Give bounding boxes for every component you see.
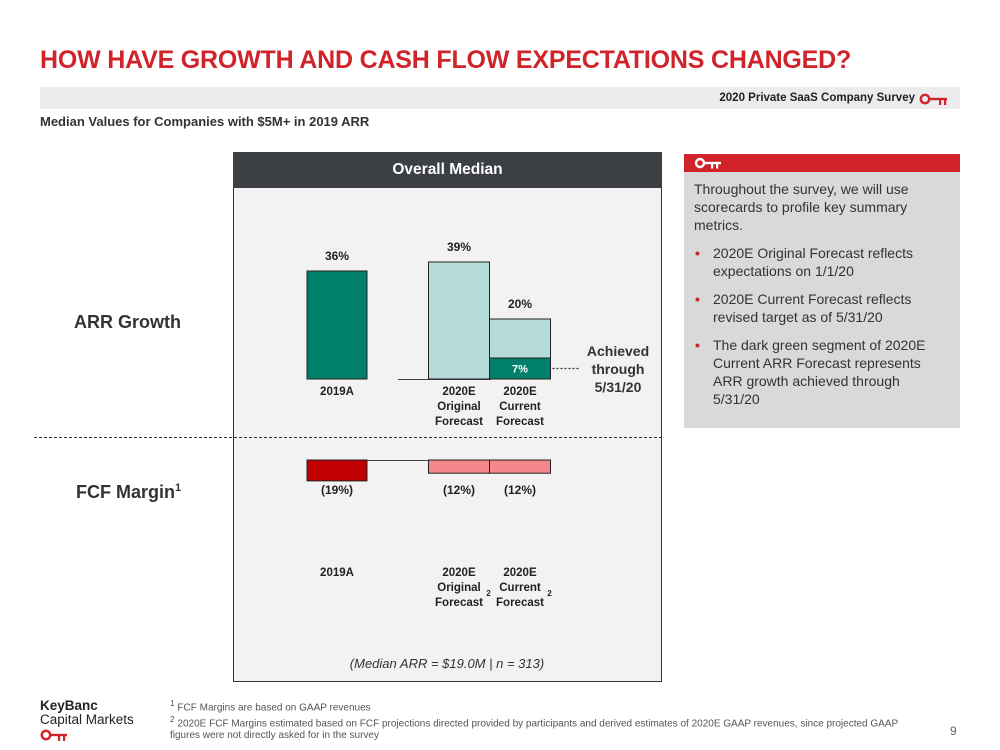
- info-bullet: The dark green segment of 2020E Current …: [694, 336, 950, 408]
- tick-superscript: 2: [486, 589, 491, 598]
- logo-keybanc: KeyBanc: [40, 698, 98, 713]
- achieved-line-1: Achieved: [586, 343, 650, 359]
- tick-label: Forecast: [435, 416, 483, 428]
- tick-label: 2019A: [320, 386, 354, 398]
- footnote-2-num: 2: [170, 714, 175, 724]
- key-logo-icon: [919, 93, 947, 105]
- tick-label: 2020E: [442, 386, 476, 398]
- data-label: 36%: [325, 249, 349, 263]
- tick-label: 2020E: [503, 567, 537, 579]
- subtitle: Median Values for Companies with $5M+ in…: [40, 114, 370, 129]
- info-intro: Throughout the survey, we will use score…: [694, 181, 909, 233]
- fcf-label-text: FCF Margin: [76, 482, 175, 502]
- tick-label: 2019A: [320, 567, 354, 579]
- footnote-1: 1 FCF Margins are based on GAAP revenues: [170, 697, 930, 714]
- achieved-label: Achieved through 5/31/20: [578, 342, 658, 396]
- survey-label: 2020 Private SaaS Company Survey: [719, 92, 915, 104]
- footnote-2-text: 2020E FCF Margins estimated based on FCF…: [170, 718, 898, 742]
- panel-footer: (Median ARR = $19.0M | n = 313): [350, 656, 544, 671]
- info-box: Throughout the survey, we will use score…: [684, 172, 960, 428]
- footnote-2: 2 2020E FCF Margins estimated based on F…: [170, 713, 930, 742]
- section-divider: [34, 437, 662, 438]
- tick-superscript: 2: [547, 589, 552, 598]
- row-label-fcf-margin: FCF Margin1: [76, 482, 181, 503]
- achieved-line-3: 5/31/20: [594, 379, 642, 395]
- scorecard-chart: 36% 2019A 39% 2020E Original Forecast 20% 2020E…: [306, 240, 581, 671]
- page-number: 9: [950, 724, 957, 738]
- info-bullets: 2020E Original Forecast reflects expecta…: [694, 244, 950, 408]
- survey-band: [40, 87, 960, 109]
- achieved-line-2: through: [591, 361, 645, 377]
- row-label-arr-growth: ARR Growth: [74, 312, 181, 332]
- info-bullet: 2020E Current Forecast reflects revised …: [694, 290, 950, 326]
- tick-label: Current: [499, 582, 541, 594]
- page-title: HOW HAVE GROWTH AND CASH FLOW EXPECTATIO…: [40, 46, 852, 74]
- tick-label: Original: [437, 582, 480, 594]
- scorecard-panel: [233, 152, 662, 682]
- tick-label: Forecast: [435, 597, 483, 609]
- bar: [306, 459, 368, 482]
- tick-label: Forecast: [496, 597, 544, 609]
- key-logo-icon: [40, 729, 67, 741]
- bar: [428, 261, 490, 380]
- logo-capital-markets: Capital Markets: [40, 712, 134, 727]
- data-label: (12%): [443, 483, 475, 497]
- footnote-1-text: FCF Margins are based on GAAP revenues: [177, 702, 371, 714]
- info-header: [684, 154, 960, 172]
- tick-label: Current: [499, 401, 541, 413]
- tick-label: Forecast: [496, 416, 544, 428]
- data-label: (19%): [321, 483, 353, 497]
- bar: [306, 270, 368, 380]
- segment-label: 7%: [512, 364, 528, 376]
- data-label: (12%): [504, 483, 536, 497]
- footnote-1-num: 1: [170, 698, 175, 708]
- bar: [428, 459, 490, 474]
- bar-segment: [489, 357, 551, 380]
- data-label: 39%: [447, 240, 471, 254]
- info-bullet: 2020E Original Forecast reflects expecta…: [694, 244, 950, 280]
- tick-label: Original: [437, 401, 480, 413]
- fcf-label-sup: 1: [175, 482, 182, 494]
- bar: [489, 459, 551, 474]
- data-label: 20%: [508, 297, 532, 311]
- tick-label: 2020E: [503, 386, 537, 398]
- panel-header: Overall Median: [233, 152, 662, 188]
- tick-label: 2020E: [442, 567, 476, 579]
- key-icon: [694, 157, 721, 169]
